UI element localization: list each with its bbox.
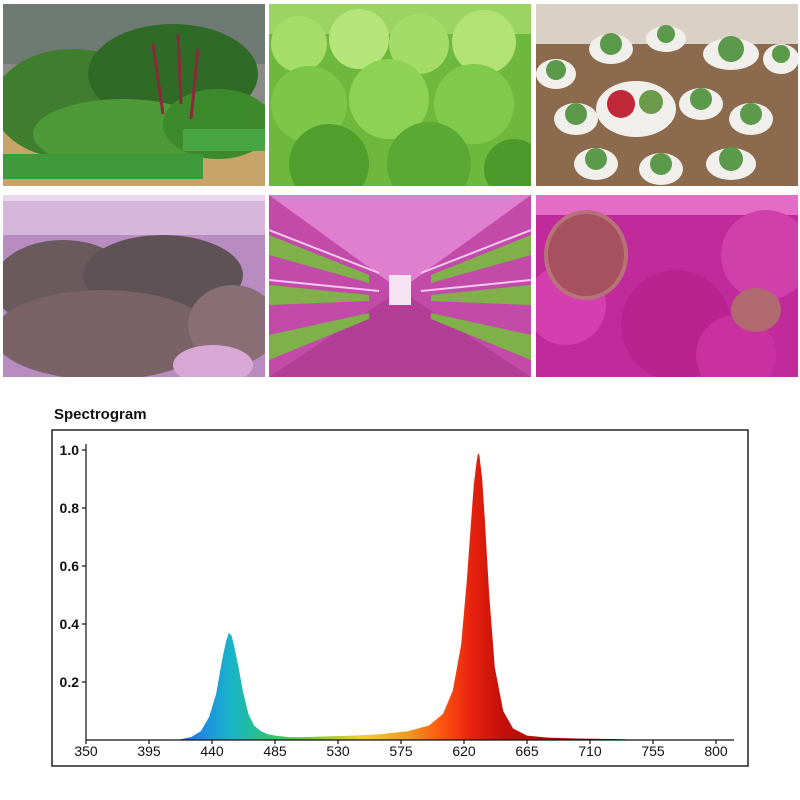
y-tick-label: 0.6: [60, 558, 80, 574]
x-tick-label: 530: [326, 743, 350, 759]
chart-frame: [51, 429, 749, 767]
photo-leafy-greens-tray: [3, 4, 265, 186]
chart-title: Spectrogram: [54, 406, 147, 423]
photo-lettuce-bed: [269, 4, 531, 186]
x-tick-label: 710: [578, 743, 602, 759]
x-tick-label: 575: [389, 743, 413, 759]
x-tick-label: 665: [515, 743, 539, 759]
x-tick-label: 485: [263, 743, 287, 759]
photo-grid: [3, 4, 798, 377]
x-tick-label: 440: [200, 743, 224, 759]
photo-melons-pink-light: [536, 195, 798, 377]
y-tick-label: 1.0: [60, 442, 80, 458]
x-tick-label: 350: [74, 743, 98, 759]
photo-red-lettuce-purple-light: [3, 195, 265, 377]
x-tick-label: 620: [452, 743, 476, 759]
x-tick-label: 800: [704, 743, 728, 759]
x-tick-label: 755: [641, 743, 665, 759]
x-tick-label: 395: [137, 743, 161, 759]
y-tick-label: 0.4: [60, 616, 80, 632]
photo-succulents-pots: [536, 4, 798, 186]
y-tick-label: 0.8: [60, 500, 80, 516]
spectrum-area-0: [177, 452, 646, 740]
photo-vertical-farm-racks: [269, 195, 531, 377]
y-tick-label: 0.2: [60, 674, 80, 690]
